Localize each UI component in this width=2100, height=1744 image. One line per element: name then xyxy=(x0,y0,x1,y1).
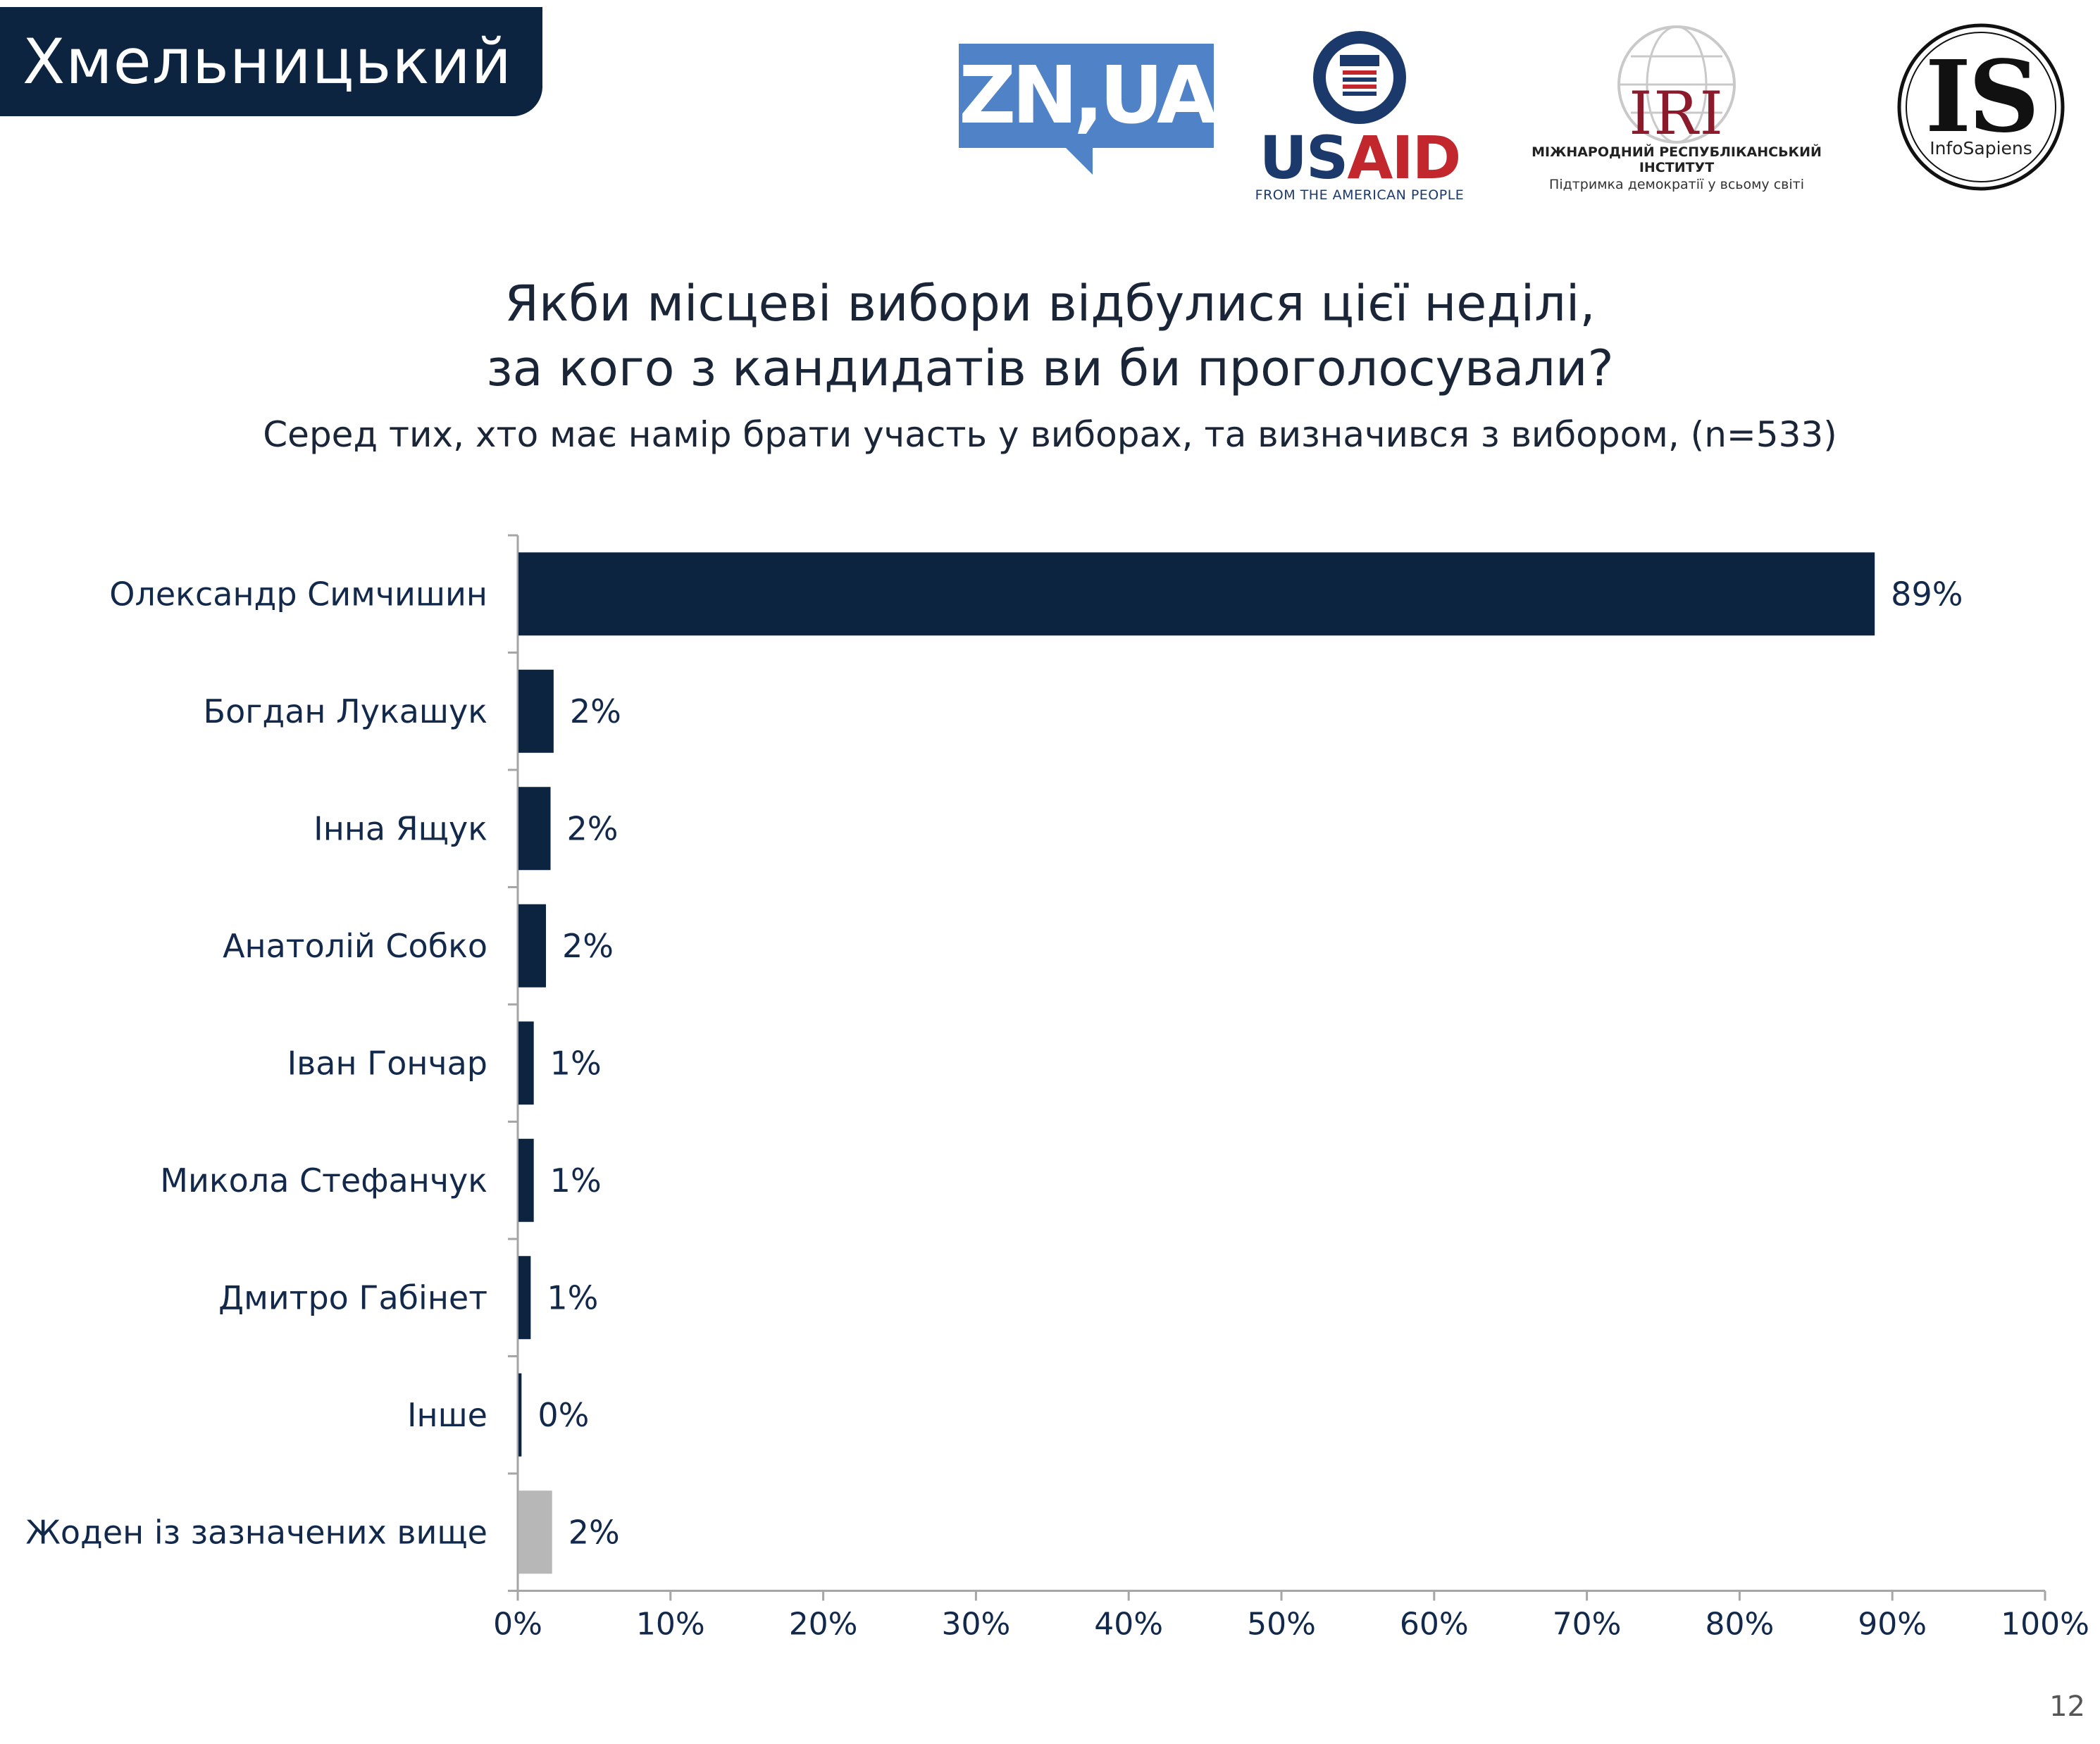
usaid-logo: USAID FROM THE AMERICAN PEOPLE xyxy=(1254,28,1465,203)
category-label: Олександр Симчишин xyxy=(109,575,487,613)
chart-title: Якби місцеві вибори відбулися цієї неділ… xyxy=(0,271,2100,401)
category-label: Інна Ящук xyxy=(313,809,487,847)
value-label: 0% xyxy=(538,1396,589,1434)
usaid-word-aid: AID xyxy=(1347,123,1461,192)
usaid-wordmark: USAID xyxy=(1254,128,1465,187)
bar xyxy=(518,1490,552,1574)
zn-ua-logo-tail xyxy=(1064,147,1093,175)
x-tick-label: 30% xyxy=(942,1607,1011,1643)
iri-globe-icon xyxy=(1617,25,1736,144)
bar xyxy=(518,904,547,988)
usaid-seal-icon xyxy=(1313,31,1406,124)
value-label: 1% xyxy=(547,1278,598,1316)
category-label: Анатолій Собко xyxy=(223,927,487,965)
infosapiens-letters: IS xyxy=(1925,39,2040,155)
usaid-tagline: FROM THE AMERICAN PEOPLE xyxy=(1255,187,1465,203)
value-label: 2% xyxy=(570,692,621,730)
infosapiens-logo: IS InfoSapiens xyxy=(1894,20,2068,194)
x-tick-label: 70% xyxy=(1553,1607,1622,1643)
x-tick-label: 60% xyxy=(1400,1607,1469,1643)
plot-area: Олександр Симчишин 89% Богдан Лукашук 2% Інн… xyxy=(25,534,2089,1643)
value-label: 1% xyxy=(550,1044,602,1082)
page-number: 12 xyxy=(2049,1690,2085,1723)
category-label: Дмитро Габінет xyxy=(218,1278,487,1316)
iri-letters: IRI xyxy=(1629,79,1725,148)
x-tick-label: 100% xyxy=(2001,1607,2089,1643)
city-banner: Хмельницький xyxy=(0,7,542,116)
infosapiens-name: InfoSapiens xyxy=(1930,138,2032,158)
value-label: 2% xyxy=(562,927,614,965)
bar xyxy=(518,669,554,753)
bar xyxy=(518,787,551,871)
iri-slogan: Підтримка демократії у всьому світі xyxy=(1549,177,1804,192)
infosapiens-ring-icon xyxy=(1897,23,2065,191)
value-label: 89% xyxy=(1891,575,1963,613)
iri-name: МІЖНАРОДНИЙ РЕСПУБЛІКАНСЬКИЙ ІНСТИТУТ xyxy=(1531,144,1822,175)
city-title: Хмельницький xyxy=(23,25,512,98)
value-label: 2% xyxy=(569,1513,620,1551)
usaid-word-us: US xyxy=(1259,123,1349,192)
x-tick-label: 20% xyxy=(789,1607,858,1643)
iri-logo: IRI МІЖНАРОДНИЙ РЕСПУБЛІКАНСЬКИЙ ІНСТИТУ… xyxy=(1493,14,1860,197)
zn-ua-logo-text: ZN,UA xyxy=(959,44,1218,148)
category-label: Іван Гончар xyxy=(287,1044,487,1082)
bar xyxy=(518,1373,522,1457)
bar xyxy=(518,552,1875,636)
x-tick-label: 80% xyxy=(1706,1607,1775,1643)
bar xyxy=(518,1256,531,1340)
x-tick-label: 10% xyxy=(636,1607,705,1643)
category-label: Микола Стефанчук xyxy=(160,1161,487,1200)
x-tick-label: 90% xyxy=(1858,1607,1927,1643)
bar xyxy=(518,1021,534,1105)
category-label: Інше xyxy=(407,1396,487,1434)
category-label: Богдан Лукашук xyxy=(204,692,487,730)
value-label: 2% xyxy=(567,809,619,847)
chart-subtitle: Серед тих, хто має намір брати участь у … xyxy=(263,414,1837,455)
category-label: Жоден із зазначених вище xyxy=(25,1513,487,1551)
chart-title-line-1: Якби місцеві вибори відбулися цієї неділ… xyxy=(504,275,1596,332)
x-tick-label: 40% xyxy=(1094,1607,1163,1643)
x-tick-label: 50% xyxy=(1247,1607,1316,1643)
bar xyxy=(518,1138,534,1222)
chart-title-line-2: за кого з кандидатів ви би проголосували… xyxy=(486,340,1614,397)
value-label: 1% xyxy=(550,1161,602,1200)
x-tick-label: 0% xyxy=(493,1607,542,1643)
zn-ua-logo: ZN,UA xyxy=(959,44,1218,175)
